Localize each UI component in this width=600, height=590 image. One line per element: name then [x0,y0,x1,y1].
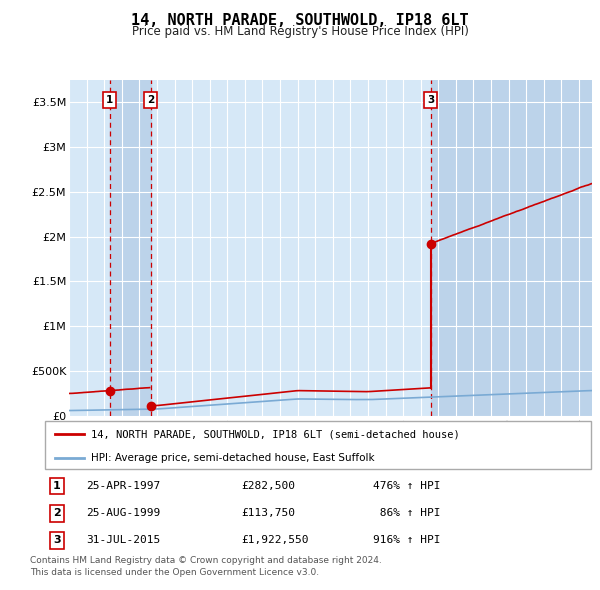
Bar [110,80,151,416]
Text: This data is licensed under the Open Government Licence v3.0.: This data is licensed under the Open Gov… [30,568,319,576]
Text: 3: 3 [53,536,61,546]
Text: 86% ↑ HPI: 86% ↑ HPI [373,509,440,519]
FancyBboxPatch shape [45,421,591,469]
Text: 3: 3 [427,95,434,105]
Text: £1,922,550: £1,922,550 [242,536,309,546]
Text: 476% ↑ HPI: 476% ↑ HPI [373,481,440,491]
Text: 25-APR-1997: 25-APR-1997 [86,481,160,491]
Text: 1: 1 [106,95,113,105]
Bar [431,80,592,416]
Text: 14, NORTH PARADE, SOUTHWOLD, IP18 6LT: 14, NORTH PARADE, SOUTHWOLD, IP18 6LT [131,13,469,28]
Text: 14, NORTH PARADE, SOUTHWOLD, IP18 6LT (semi-detached house): 14, NORTH PARADE, SOUTHWOLD, IP18 6LT (s… [91,429,460,439]
Text: 1: 1 [53,481,61,491]
Text: 916% ↑ HPI: 916% ↑ HPI [373,536,440,546]
Text: 31-JUL-2015: 31-JUL-2015 [86,536,160,546]
Text: Contains HM Land Registry data © Crown copyright and database right 2024.: Contains HM Land Registry data © Crown c… [30,556,382,565]
Text: Price paid vs. HM Land Registry's House Price Index (HPI): Price paid vs. HM Land Registry's House … [131,25,469,38]
Text: £282,500: £282,500 [242,481,296,491]
Text: 2: 2 [147,95,154,105]
Text: HPI: Average price, semi-detached house, East Suffolk: HPI: Average price, semi-detached house,… [91,453,375,463]
Text: £113,750: £113,750 [242,509,296,519]
Text: 25-AUG-1999: 25-AUG-1999 [86,509,160,519]
Text: 2: 2 [53,509,61,519]
